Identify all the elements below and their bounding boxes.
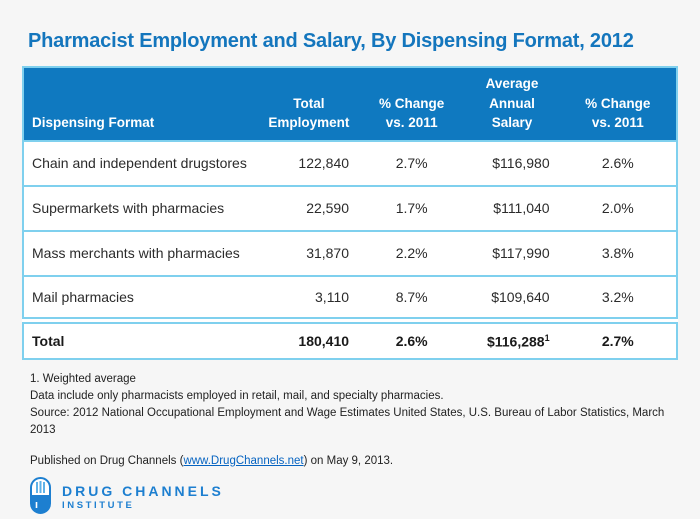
table-row: Mass merchants with pharmacies 31,870 2.… [23, 229, 677, 276]
cell-employment: 122,840 [258, 139, 360, 186]
cell-format: Supermarkets with pharmacies [23, 184, 259, 231]
header-dispensing-format: Dispensing Format [23, 67, 259, 141]
logo-subtitle: INSTITUTE [62, 500, 135, 512]
cell-format: Mass merchants with pharmacies [23, 229, 259, 276]
cell-salary-change: 3.8% [559, 229, 677, 276]
cell-format: Mail pharmacies [23, 274, 259, 321]
cell-employment-change: 8.7% [359, 274, 465, 321]
table-header-row: Dispensing Format Total Employment % Chan… [23, 67, 677, 141]
cell-total-employment: 180,410 [258, 317, 360, 359]
table-row: Supermarkets with pharmacies 22,590 1.7%… [23, 184, 677, 231]
cell-total-label: Total [23, 317, 259, 359]
header-salary-change: % Change vs. 2011 [559, 67, 677, 141]
cell-employment-change: 2.7% [359, 139, 465, 186]
cell-total-salary: $116,2881 [464, 317, 560, 359]
cell-employment: 31,870 [258, 229, 360, 276]
capsule-icon [30, 476, 51, 519]
cell-total-salary-change: 2.7% [559, 317, 677, 359]
header-label: % Change [585, 95, 651, 111]
cell-employment-change: 1.7% [359, 184, 465, 231]
published-prefix: Published on Drug Channels ( [30, 454, 184, 467]
logo-text: DRUG CHANNELS INSTITUTE [62, 483, 224, 512]
header-label: Dispensing Format [32, 115, 155, 131]
footnote-source: Source: 2012 National Occupational Emplo… [30, 406, 665, 436]
drugchannels-link[interactable]: www.DrugChannels.net [183, 454, 304, 467]
header-label: vs. 2011 [591, 115, 644, 131]
cell-format: Chain and independent drugstores [23, 139, 259, 186]
drug-channels-logo: DRUG CHANNELS INSTITUTE [30, 476, 678, 519]
header-average-salary: Average Annual Salary [464, 67, 560, 141]
header-label: % Change [379, 95, 445, 111]
table-row: Chain and independent drugstores 122,840… [23, 139, 677, 186]
header-label: Employment [268, 115, 350, 131]
header-label: vs. 2011 [385, 115, 438, 131]
footnote-reference: 1 [544, 332, 550, 343]
cell-salary: $117,990 [464, 229, 560, 276]
cell-salary: $111,040 [464, 184, 560, 231]
published-suffix: ) on May 9, 2013. [303, 454, 394, 467]
table-total-row: Total 180,410 2.6% $116,2881 2.7% [23, 317, 677, 359]
page-title: Pharmacist Employment and Salary, By Dis… [28, 30, 634, 52]
cell-salary-change: 2.0% [559, 184, 677, 231]
logo-name: DRUG CHANNELS [62, 483, 224, 500]
cell-salary-change: 3.2% [559, 274, 677, 321]
header-employment-change: % Change vs. 2011 [359, 67, 465, 141]
cell-employment: 22,590 [258, 184, 360, 231]
footnote-data-scope: Data include only pharmacists employed i… [30, 389, 444, 402]
cell-salary-change: 2.6% [559, 139, 677, 186]
table-row: Mail pharmacies 3,110 8.7% $109,640 3.2% [23, 274, 677, 321]
published-line: Published on Drug Channels (www.DrugChan… [30, 455, 678, 467]
header-label: Total [293, 95, 325, 111]
employment-salary-table: Dispensing Format Total Employment % Chan… [22, 66, 678, 360]
header-label: Average [485, 76, 539, 91]
header-total-employment: Total Employment [258, 67, 360, 141]
footnote-weighted-average: 1. Weighted average [30, 372, 136, 385]
cell-total-employment-change: 2.6% [359, 317, 465, 359]
cell-salary: $109,640 [464, 274, 560, 321]
cell-salary: $116,980 [464, 139, 560, 186]
header-label: Annual Salary [489, 95, 535, 131]
cell-employment-change: 2.2% [359, 229, 465, 276]
cell-employment: 3,110 [258, 274, 360, 321]
total-salary-value: $116,288 [486, 333, 545, 350]
footnotes: 1. Weighted average Data include only ph… [30, 371, 678, 439]
